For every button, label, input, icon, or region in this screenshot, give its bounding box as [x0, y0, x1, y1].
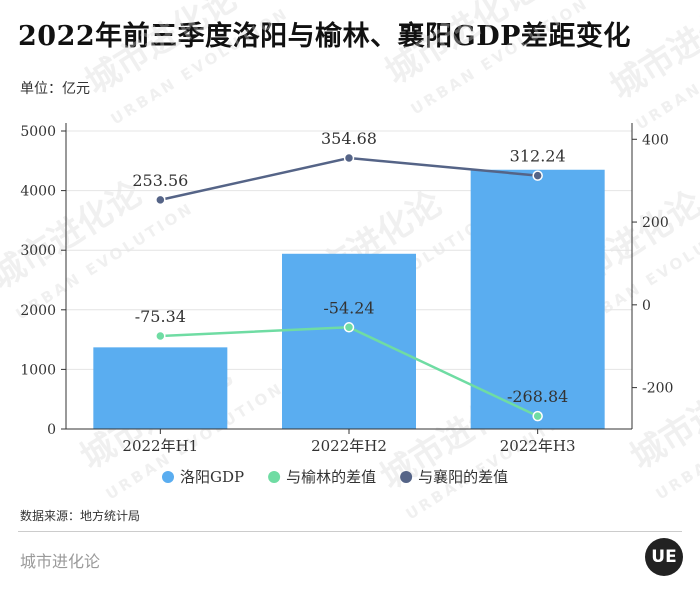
right-axis-tick-label: 400: [642, 132, 669, 148]
left-axis-tick-label: 3000: [20, 243, 56, 259]
line-layer: -75.34 -54.24 -268.84 253.56 354.68 312.24: [132, 129, 568, 422]
legend-marker: [268, 471, 281, 483]
data-label: -75.34: [135, 307, 186, 326]
legend-label: 与榆林的差值: [286, 468, 376, 486]
bar: [282, 253, 416, 429]
data-label: -54.24: [323, 298, 374, 317]
x-axis-tick-label: 2022年H3: [500, 437, 576, 455]
left-axis-tick-label: 5000: [20, 124, 56, 140]
footer-divider: [18, 531, 682, 532]
data-label: -268.84: [507, 387, 568, 406]
right-axis-tick-label: -200: [642, 381, 673, 397]
watermark-text: 城市进化论: [624, 353, 700, 478]
legend-label: 洛阳GDP: [180, 468, 244, 486]
right-axis-tick-label: 0: [642, 298, 651, 314]
data-point: [343, 152, 355, 164]
data-source-note: 数据来源：地方统计局: [20, 509, 141, 523]
legend-marker: [400, 471, 413, 483]
data-point: [343, 322, 355, 333]
left-axis-tick-label: 2000: [20, 303, 56, 319]
right-axis-tick-label: 200: [642, 215, 669, 231]
data-label: 354.68: [321, 129, 377, 148]
left-axis-tick-label: 4000: [20, 184, 56, 200]
brand-name: 城市进化论: [20, 552, 101, 571]
data-point: [532, 410, 543, 422]
data-label: 312.24: [510, 147, 566, 166]
chart-title: 2022年前三季度洛阳与榆林、襄阳GDP差距变化: [18, 21, 631, 52]
x-axis-tick-label: 2022年H1: [122, 437, 198, 455]
brand-logo: UE: [645, 538, 683, 576]
bar: [93, 347, 228, 429]
left-axis-tick-label: 1000: [20, 362, 56, 378]
legend-label: 与襄阳的差值: [418, 468, 508, 486]
data-point: [155, 330, 166, 342]
left-axis-tick-label: 0: [47, 422, 56, 438]
unit-label: 单位：亿元: [20, 81, 90, 97]
x-axis-tick-label: 2022年H2: [311, 437, 387, 455]
bar: [470, 169, 605, 430]
data-point: [532, 170, 543, 181]
axis-layer: 0 1000 2000 3000 4000 5000 -200 0 200 400 2022年H1 2…: [20, 123, 673, 455]
data-label: 253.56: [132, 171, 188, 190]
data-point: [155, 194, 166, 206]
legend: 洛阳GDP 与榆林的差值 与襄阳的差值: [162, 468, 508, 486]
legend-marker: [162, 471, 174, 483]
bar-layer: [93, 169, 605, 430]
